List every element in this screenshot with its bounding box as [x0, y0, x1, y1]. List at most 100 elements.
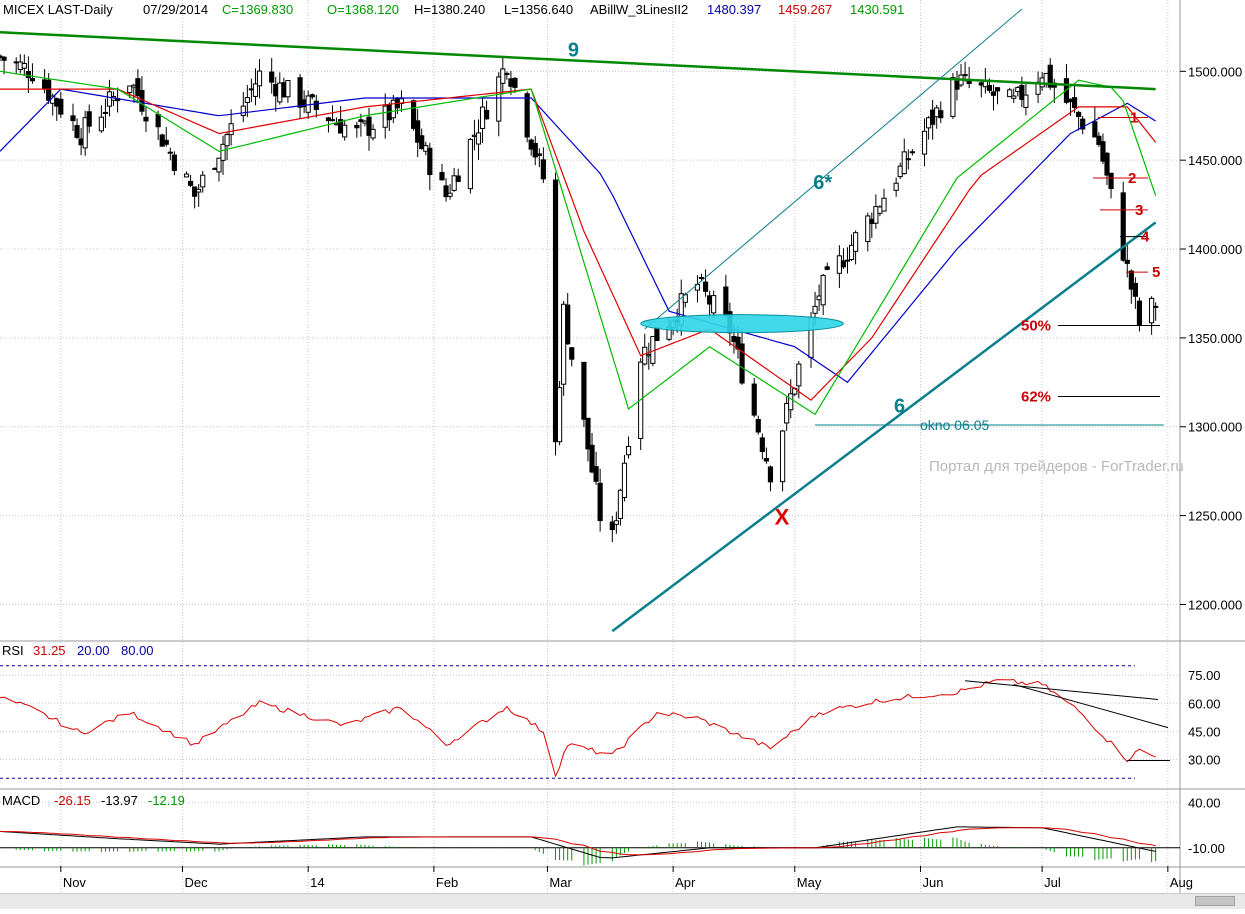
candle-up: [252, 83, 259, 97]
channel-line-6: [611, 221, 1157, 633]
candle-down: [309, 94, 315, 98]
candle-down: [1104, 152, 1110, 176]
candle-down: [707, 295, 713, 305]
candle-down: [273, 83, 279, 97]
candle-down: [954, 80, 960, 90]
candle-up: [1015, 87, 1021, 92]
ma-line-red: [0, 88, 1157, 401]
candle-down: [565, 304, 571, 345]
candle-up: [816, 295, 822, 301]
candle-down: [581, 361, 587, 420]
candle-down: [439, 172, 445, 181]
candle-down: [54, 98, 60, 107]
candle-down: [325, 117, 332, 122]
candle-down: [354, 124, 360, 129]
y-tick-label: 1350.000: [1188, 331, 1242, 346]
candle-down: [528, 139, 534, 150]
candle-up: [865, 215, 871, 243]
x-tick-label: Nov: [63, 875, 87, 890]
candle-up: [471, 134, 478, 137]
scrollbar-thumb[interactable]: [1195, 896, 1235, 906]
macd-y-tick-label: 40.00: [1188, 795, 1221, 810]
candle-down: [524, 93, 530, 138]
candle-down: [427, 147, 433, 176]
ma-line-blue: [0, 88, 1157, 384]
candle-up: [333, 123, 340, 126]
candle-down: [313, 100, 319, 110]
candle-up: [1149, 297, 1155, 324]
candle-up: [285, 80, 291, 98]
candle-up: [561, 303, 567, 385]
candle-down: [135, 78, 141, 97]
candle-down: [994, 87, 1001, 92]
candle-up: [382, 105, 388, 128]
candle-down: [512, 77, 518, 88]
header-indicator: ABillW_3LinesII2: [590, 2, 688, 17]
y-tick-label: 1450.000: [1188, 153, 1242, 168]
candle-down: [29, 78, 36, 82]
x-tick-label: Feb: [436, 875, 458, 890]
candle-up: [921, 130, 928, 155]
candle-down: [1067, 98, 1074, 103]
candle-up: [240, 105, 246, 116]
candle-down: [731, 335, 737, 343]
candle-down: [455, 175, 461, 182]
candle-up: [277, 82, 283, 103]
candle-up: [893, 182, 899, 191]
candle-up: [897, 165, 903, 178]
horizontal-scrollbar[interactable]: [0, 893, 1245, 909]
header-low: L=1356.640: [504, 2, 573, 17]
candle-down: [585, 417, 591, 450]
rsi-y-tick-label: 60.00: [1188, 696, 1221, 711]
candle-down: [938, 110, 944, 119]
candle-down: [411, 100, 417, 129]
y-tick-label: 1300.000: [1188, 420, 1242, 435]
x-tick-label: Jun: [922, 875, 943, 890]
candle-up: [926, 117, 932, 129]
candle-up: [881, 197, 887, 212]
candle-down: [654, 327, 660, 341]
candle-down: [1128, 270, 1134, 290]
candle-down: [759, 437, 765, 452]
candle-down: [1100, 141, 1106, 162]
candle-up: [196, 188, 202, 193]
candle-up: [248, 88, 254, 91]
macd-title: MACD: [2, 793, 40, 808]
candle-up: [853, 232, 859, 252]
candle-down: [1136, 300, 1143, 326]
candle-up: [106, 91, 113, 107]
rsi-trendline: [1013, 684, 1169, 729]
candle-down: [702, 281, 709, 292]
candle-down: [192, 186, 198, 197]
candle-down: [1080, 118, 1086, 130]
candle-down: [212, 167, 218, 170]
level-label: 5: [1152, 264, 1160, 281]
header-line-red: 1459.267: [778, 2, 832, 17]
candle-down: [593, 466, 599, 482]
y-tick-label: 1200.000: [1188, 597, 1242, 612]
candle-up: [256, 70, 263, 87]
candle-down: [532, 142, 538, 158]
candle-up: [873, 206, 879, 224]
candle-down: [597, 482, 603, 522]
candle-down: [484, 109, 490, 120]
candle-down: [366, 116, 372, 136]
level-label: 1: [1130, 110, 1138, 127]
candle-down: [42, 79, 48, 90]
candle-down: [508, 78, 514, 87]
candle-up: [390, 99, 396, 119]
candle-down: [739, 343, 745, 384]
rsi-high-level: 80.00: [121, 643, 154, 658]
candle-down: [1019, 84, 1025, 100]
candle-down: [187, 180, 194, 186]
candle-up: [625, 445, 632, 456]
macd-value: -26.15: [54, 793, 91, 808]
candle-up: [780, 430, 786, 483]
candle-up: [901, 151, 907, 175]
candle-up: [642, 346, 648, 365]
support-ellipse-zone: [640, 314, 844, 334]
candle-down: [415, 120, 421, 143]
fib-level-label: 62%: [1021, 389, 1051, 406]
candle-down: [86, 111, 92, 127]
